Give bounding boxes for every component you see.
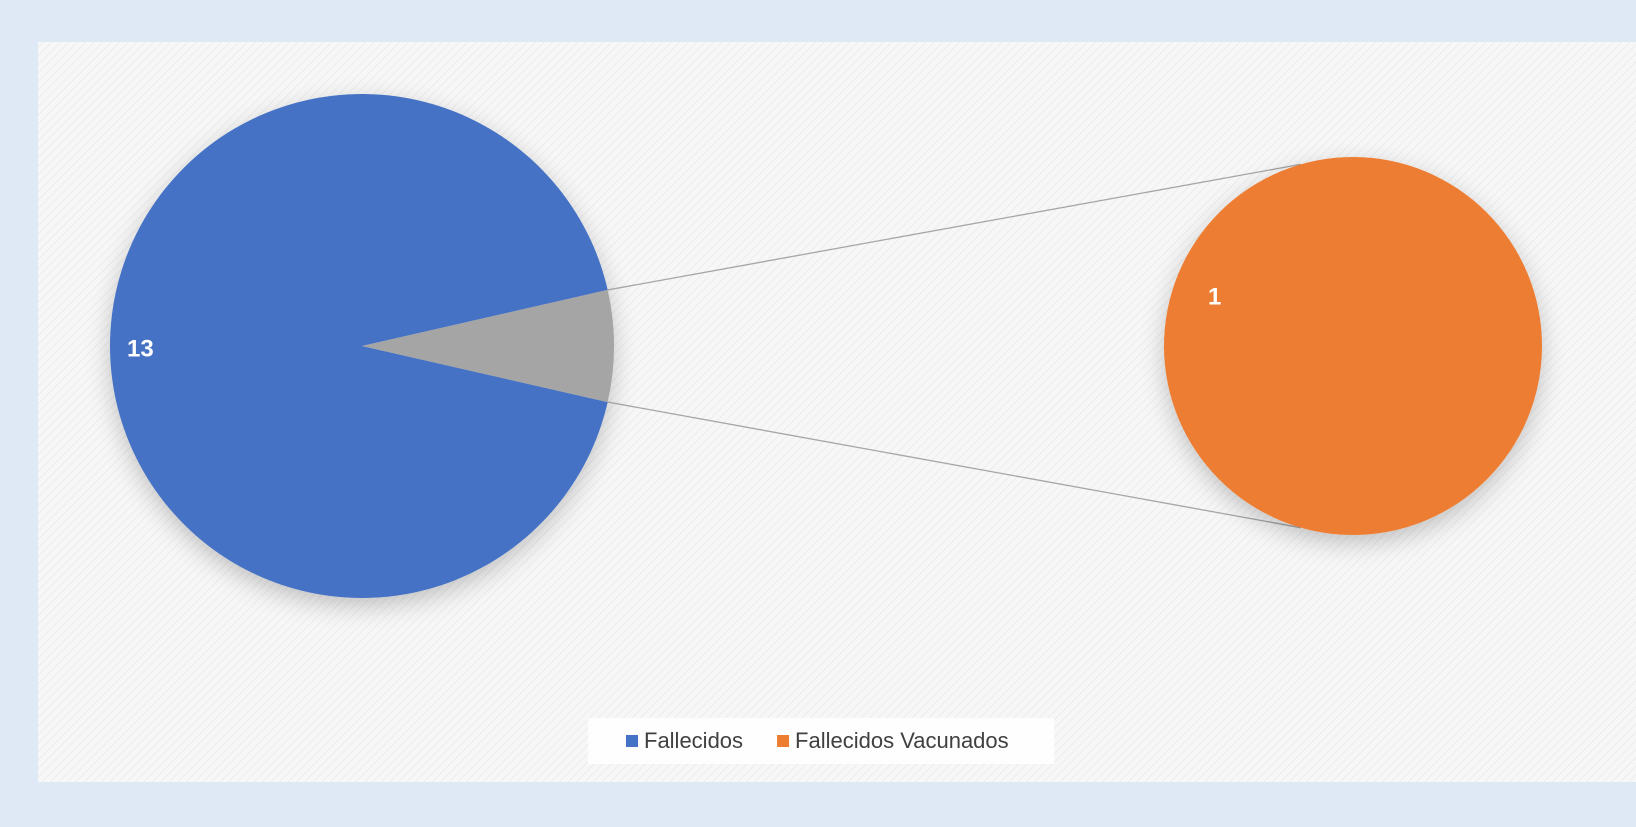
data-label: 13 [127,335,154,362]
legend-swatch [626,735,638,747]
secondary-pie-slice [1164,157,1542,535]
legend-label: Fallecidos Vacunados [795,728,1009,753]
legend-label: Fallecidos [644,728,743,753]
pie-slice [110,94,608,598]
legend-box [588,718,1054,764]
connector-line [607,163,1302,291]
connector-line [607,401,1302,529]
main-pie [110,94,614,598]
pie-slice [362,289,614,403]
data-label: 1 [1208,283,1221,310]
legend-swatch [777,735,790,747]
